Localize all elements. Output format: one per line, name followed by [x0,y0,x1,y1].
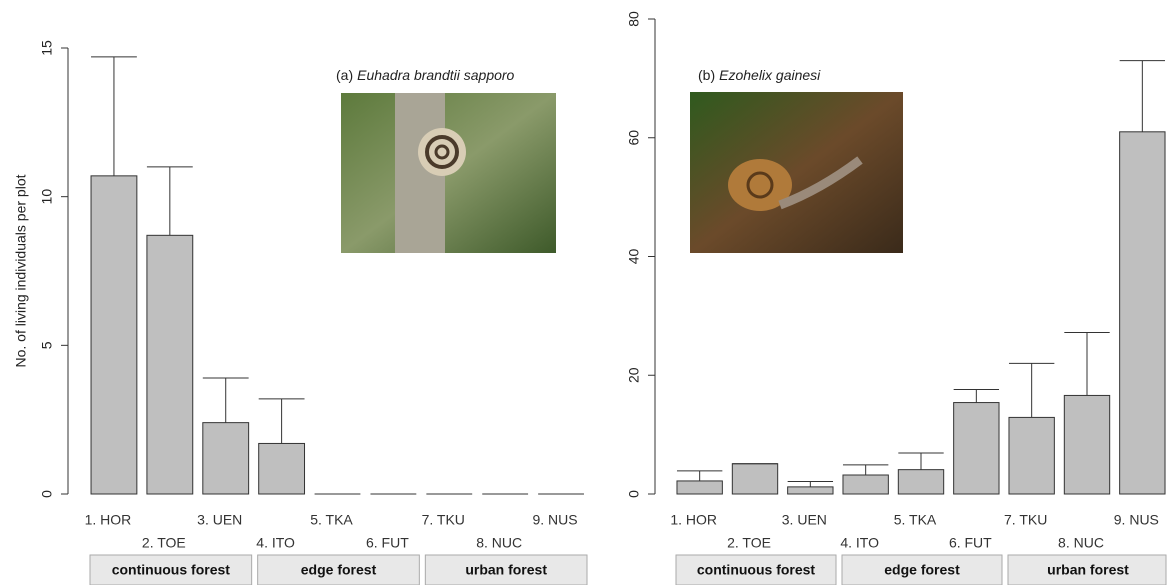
x-tick-label: 2. TOE [727,535,771,551]
error-bar [898,453,943,470]
error-bar [1009,363,1054,417]
y-tick-label: 5 [39,341,55,349]
x-tick-label: 8. NUC [476,535,522,551]
y-tick-label: 40 [626,249,642,265]
x-tick-label: 5. TKA [894,512,937,528]
group-label: edge forest [884,562,960,578]
x-tick-label: 6. FUT [366,535,409,551]
x-tick-label: 7. TKU [1004,512,1047,528]
error-bar [259,399,305,444]
x-tick-label: 3. UEN [782,512,827,528]
bar [954,403,999,494]
error-bar [91,57,137,176]
group-label: continuous forest [112,562,231,578]
bar [203,423,249,494]
group-label: urban forest [465,562,547,578]
error-bar [147,167,193,235]
species-name: Euhadra brandtii sapporo [357,67,514,83]
group-label: edge forest [301,562,377,578]
x-tick-label: 1. HOR [85,512,132,528]
photo-a [341,93,556,253]
x-tick-label: 3. UEN [197,512,242,528]
figure: (a)Euhadra brandtii sapporo 0 5 10 15 No. of … [0,0,1167,585]
y-tick-label: 60 [626,130,642,146]
panel-title: (a)Euhadra brandtii sapporo [336,67,515,83]
y-tick-label: 80 [626,11,642,27]
bar [1120,132,1165,494]
bar [259,443,305,494]
bar [732,464,777,494]
error-bar [788,482,833,487]
error-bar [954,390,999,403]
y-tick-label: 20 [626,367,642,383]
error-bar [843,465,888,475]
error-bar [1064,333,1109,396]
x-tick-label: 5. TKA [310,512,353,528]
error-bar [1120,61,1165,132]
panel-label: (a) [336,67,353,83]
panel-label: (b) [698,67,715,83]
x-tick-label: 8. NUC [1058,535,1104,551]
x-tick-label: 7. TKU [422,512,465,528]
error-bar [677,471,722,481]
species-name: Ezohelix gainesi [719,67,821,83]
group-label: urban forest [1047,562,1129,578]
bar [677,481,722,494]
bar [1064,395,1109,494]
y-tick-label: 0 [39,490,55,498]
bar [898,470,943,494]
x-tick-label: 6. FUT [949,535,992,551]
x-tick-label: 2. TOE [142,535,186,551]
x-tick-label: 4. ITO [840,535,879,551]
error-bar [203,378,249,423]
bar [1009,417,1054,494]
photo-b [690,92,903,253]
y-tick-label: 10 [39,189,55,205]
x-tick-label: 9. NUS [1114,512,1159,528]
bar [843,475,888,494]
y-axis-label: No. of living individuals per plot [13,174,29,367]
x-tick-label: 9. NUS [532,512,577,528]
y-tick-label: 15 [39,40,55,56]
bar [147,235,193,494]
x-tick-label: 4. ITO [256,535,295,551]
bar [91,176,137,494]
group-label: continuous forest [697,562,816,578]
panel-title: (b)Ezohelix gainesi [698,67,821,83]
bar [788,487,833,494]
y-tick-label: 0 [626,490,642,498]
x-tick-label: 1. HOR [670,512,717,528]
